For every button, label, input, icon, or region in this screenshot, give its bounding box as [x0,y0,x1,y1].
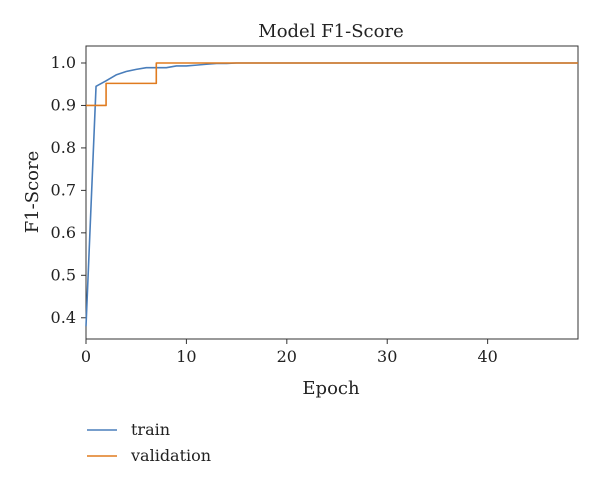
y-tick-label: 0.5 [51,265,76,284]
legend-label-train: train [131,420,170,439]
y-tick-label: 1.0 [51,53,76,72]
y-tick-label: 0.6 [51,223,76,242]
series-line-validation [86,62,578,107]
x-tick-label: 20 [277,347,297,366]
x-tick-label: 30 [377,347,397,366]
y-tick-label: 0.4 [51,308,76,327]
x-tick-label: 0 [81,347,91,366]
legend-label-validation: validation [130,446,211,465]
chart-title: Model F1-Score [258,21,403,42]
x-axis-ticks: 0 10 20 30 40 [81,339,498,366]
y-tick-label: 0.8 [51,138,76,157]
series-line-train [85,62,578,327]
y-tick-label: 0.9 [51,95,76,114]
series-lines [85,62,578,327]
plot-area [85,45,579,340]
y-axis-ticks: 0.4 0.5 0.6 0.7 0.8 0.9 1.0 [51,53,86,327]
x-tick-label: 40 [477,347,497,366]
y-tick-label: 0.7 [51,180,76,199]
legend: train validation [87,420,211,465]
x-axis-label: Epoch [302,378,360,399]
x-tick-label: 10 [176,347,196,366]
y-axis-label: F1-Score [22,151,43,234]
